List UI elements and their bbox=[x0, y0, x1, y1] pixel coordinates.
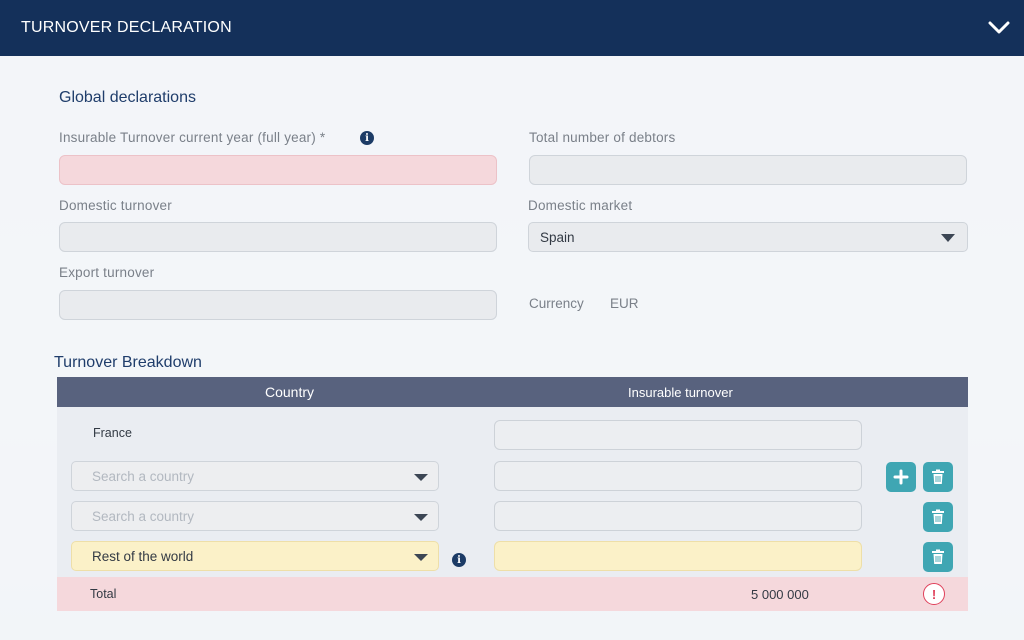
turnover-input-france[interactable] bbox=[494, 420, 862, 450]
breakdown-table-header: Country Insurable turnover bbox=[57, 377, 968, 407]
turnover-input-row-2[interactable] bbox=[494, 461, 862, 491]
column-header-country: Country bbox=[265, 384, 315, 400]
total-label: Total bbox=[90, 587, 117, 601]
section-title: TURNOVER DECLARATION bbox=[21, 19, 232, 36]
plus-icon bbox=[893, 469, 909, 485]
insurable-turnover-input[interactable] bbox=[59, 155, 497, 185]
country-search-select[interactable]: Search a country bbox=[71, 461, 439, 491]
turnover-input-rest-of-world[interactable] bbox=[494, 541, 862, 571]
info-icon[interactable]: i bbox=[452, 553, 466, 567]
global-declarations-heading: Global declarations bbox=[59, 89, 196, 106]
exclamation-icon: ! bbox=[923, 583, 945, 605]
turnover-input-row-3[interactable] bbox=[494, 501, 862, 531]
column-header-insurable-turnover: Insurable turnover bbox=[628, 385, 733, 400]
currency-value: EUR bbox=[610, 296, 639, 311]
total-value: 5 000 000 bbox=[751, 587, 809, 602]
country-rest-of-world: Rest of the world bbox=[92, 548, 194, 564]
section-header[interactable]: TURNOVER DECLARATION bbox=[0, 0, 1024, 56]
domestic-market-label: Domestic market bbox=[528, 198, 633, 213]
delete-row-button[interactable] bbox=[923, 502, 953, 532]
caret-down-icon bbox=[941, 234, 955, 242]
country-search-placeholder: Search a country bbox=[92, 508, 195, 524]
domestic-turnover-input[interactable] bbox=[59, 222, 497, 252]
domestic-turnover-label: Domestic turnover bbox=[59, 198, 172, 213]
debtors-label: Total number of debtors bbox=[529, 130, 676, 145]
info-icon[interactable]: i bbox=[360, 131, 374, 145]
insurable-turnover-label: Insurable Turnover current year (full ye… bbox=[59, 130, 326, 145]
caret-down-icon bbox=[414, 474, 428, 481]
caret-down-icon bbox=[414, 554, 428, 561]
country-search-select[interactable]: Search a country bbox=[71, 501, 439, 531]
domestic-market-value: Spain bbox=[540, 229, 575, 245]
delete-row-button[interactable] bbox=[923, 462, 953, 492]
country-rest-of-world-select[interactable]: Rest of the world bbox=[71, 541, 439, 571]
export-turnover-label: Export turnover bbox=[59, 265, 155, 280]
trash-icon bbox=[932, 469, 944, 484]
delete-row-button[interactable] bbox=[923, 542, 953, 572]
turnover-breakdown-heading: Turnover Breakdown bbox=[54, 354, 202, 371]
country-france: France bbox=[93, 426, 132, 440]
domestic-market-select[interactable]: Spain bbox=[528, 222, 968, 252]
debtors-input[interactable] bbox=[529, 155, 967, 185]
trash-icon bbox=[932, 549, 944, 564]
total-row: Total 5 000 000 ! bbox=[57, 577, 968, 611]
export-turnover-input[interactable] bbox=[59, 290, 497, 320]
currency-label: Currency bbox=[529, 296, 584, 311]
caret-down-icon bbox=[414, 514, 428, 521]
chevron-down-icon[interactable] bbox=[986, 15, 1012, 41]
country-search-placeholder: Search a country bbox=[92, 468, 195, 484]
trash-icon bbox=[932, 509, 944, 524]
add-row-button[interactable] bbox=[886, 462, 916, 492]
